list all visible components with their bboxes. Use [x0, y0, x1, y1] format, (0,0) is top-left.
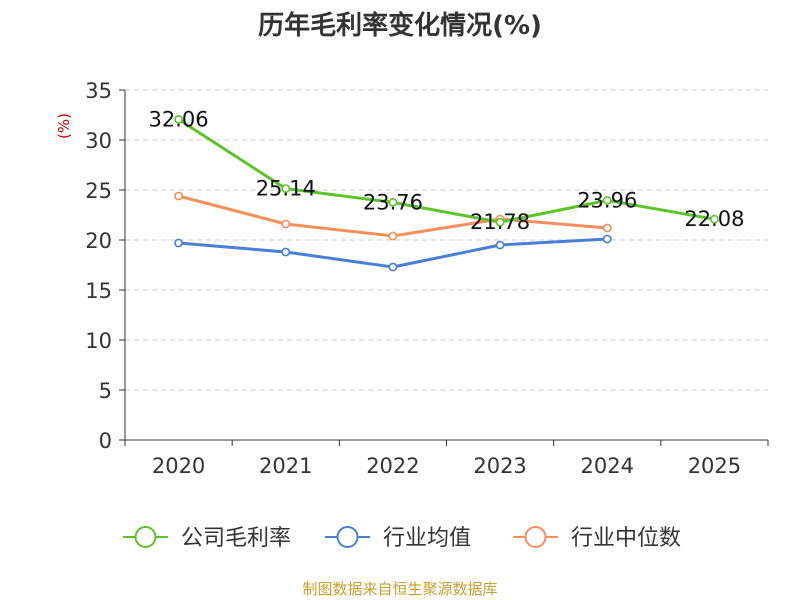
- x-tick-label: 2023: [473, 454, 526, 478]
- legend-marker: [336, 526, 359, 548]
- data-point: [495, 240, 505, 250]
- data-point: [174, 238, 183, 248]
- x-tick-label: 2022: [366, 454, 419, 478]
- y-tick-label: 15: [85, 279, 112, 303]
- y-tick-label: 5: [99, 379, 112, 403]
- y-tick-label: 20: [85, 229, 112, 253]
- data-point: [388, 231, 398, 241]
- y-tick-label: 30: [85, 129, 112, 153]
- series-line: [177, 118, 715, 224]
- data-point: [388, 197, 398, 207]
- source-note: 制图数据来自恒生聚源数据库: [302, 580, 497, 598]
- data-label: 25.14: [256, 177, 316, 201]
- data-point: [602, 234, 612, 244]
- data-point: [281, 184, 291, 193]
- data-point: [281, 219, 291, 229]
- y-tick-label: 0: [99, 429, 112, 453]
- x-tick-label: 2020: [152, 454, 205, 478]
- x-tick-label: 2024: [581, 454, 634, 478]
- y-tick-label: 25: [85, 179, 112, 203]
- legend-marker: [134, 526, 157, 548]
- data-point: [495, 217, 505, 227]
- legend-label: 公司毛利率: [181, 526, 291, 551]
- x-tick-label: 2021: [259, 454, 312, 478]
- legend-label: 行业中位数: [571, 526, 681, 551]
- data-point: [602, 223, 612, 233]
- legend-marker: [524, 526, 547, 548]
- data-label: 32.06: [149, 107, 209, 131]
- data-point: [710, 214, 719, 224]
- data-point: [602, 195, 612, 205]
- legend: 公司毛利率 行业均值 行业中位数: [123, 526, 681, 551]
- data-label: 22.08: [684, 207, 744, 231]
- data-point: [174, 191, 183, 201]
- data-point: [174, 115, 183, 124]
- data-point: [388, 262, 398, 272]
- x-tick-label: 2025: [688, 454, 741, 478]
- y-tick-label: 10: [85, 329, 112, 353]
- chart-title: 历年毛利率变化情况(%): [258, 10, 542, 41]
- data-labels: 32.06 25.14 23.76 21.78 23.96 22.08: [149, 107, 745, 234]
- y-tick-label: 35: [85, 79, 112, 103]
- grid-lines: [125, 89, 768, 391]
- data-label: 23.76: [363, 190, 423, 214]
- data-point: [281, 247, 291, 257]
- data-label: 21.78: [470, 210, 530, 234]
- y-axis-unit-label: (%): [55, 113, 73, 139]
- data-label: 23.96: [577, 188, 637, 212]
- legend-label: 行业均值: [383, 526, 471, 551]
- series-group: [174, 115, 719, 272]
